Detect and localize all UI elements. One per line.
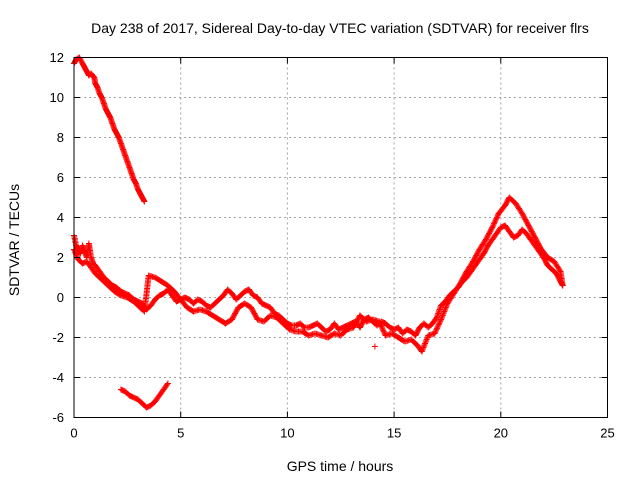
- data-point-marker: [441, 308, 448, 315]
- data-point-marker: [376, 319, 383, 326]
- data-point-marker: [164, 380, 171, 387]
- data-point-marker: [422, 339, 429, 346]
- y-tick-label: -2: [52, 330, 64, 345]
- data-point-marker: [140, 197, 147, 204]
- data-point-marker: [420, 344, 427, 351]
- series-upper-descending-arc: [71, 54, 148, 205]
- series-outlier: [371, 343, 378, 350]
- data-point-marker: [489, 224, 496, 231]
- x-tick-label: 25: [600, 426, 614, 441]
- data-point-marker: [441, 307, 448, 314]
- data-point-marker: [422, 340, 429, 347]
- data-point-marker: [439, 313, 446, 320]
- data-point-marker: [432, 329, 439, 336]
- data-point-marker: [492, 216, 499, 223]
- data-point-marker: [437, 317, 444, 324]
- data-point-marker: [433, 326, 440, 333]
- y-tick-label: 12: [50, 50, 64, 65]
- plot-frame: [73, 57, 608, 418]
- data-point-marker: [490, 221, 497, 228]
- data-point-marker: [380, 327, 387, 334]
- data-point-marker: [432, 327, 439, 334]
- data-point-marker: [424, 335, 431, 342]
- data-point-marker: [493, 215, 500, 222]
- data-point-marker: [141, 198, 148, 205]
- data-point-marker: [435, 322, 442, 329]
- y-tick-label: -6: [52, 410, 64, 425]
- data-point-marker: [440, 311, 447, 318]
- chart-title: Day 238 of 2017, Sidereal Day-to-day VTE…: [91, 20, 589, 36]
- x-tick-label: 5: [177, 426, 184, 441]
- data-point-marker: [418, 348, 425, 355]
- y-tick-label: 8: [57, 130, 64, 145]
- data-point-marker: [442, 305, 449, 312]
- data-point-marker: [423, 337, 430, 344]
- data-point-marker: [434, 324, 441, 331]
- data-point-marker: [438, 315, 445, 322]
- data-point-marker: [436, 319, 443, 326]
- x-tick-label: 0: [70, 426, 77, 441]
- data-point-marker: [494, 213, 501, 220]
- data-point-marker: [377, 321, 384, 328]
- data-point-marker: [491, 220, 498, 227]
- data-point-marker: [435, 321, 442, 328]
- data-point-marker: [423, 336, 430, 343]
- data-point-marker: [164, 381, 171, 388]
- y-tick-label: 0: [57, 290, 64, 305]
- y-tick-label: 2: [57, 250, 64, 265]
- data-point-marker: [443, 303, 450, 310]
- data-point-marker: [420, 343, 427, 350]
- data-point-marker: [443, 301, 450, 308]
- data-point-marker: [379, 326, 386, 333]
- data-point-marker: [419, 345, 426, 352]
- data-point-marker: [492, 218, 499, 225]
- y-axis-label: SDTVAR / TECUs: [6, 184, 22, 296]
- data-point-marker: [559, 282, 566, 289]
- series-lower-arc: [117, 380, 171, 411]
- y-tick-label: 6: [57, 170, 64, 185]
- series-main-track: [71, 222, 566, 339]
- data-point-marker: [489, 223, 496, 230]
- data-point-marker: [376, 318, 383, 325]
- axis-ticks: 0 5 10 15 20 25 -6 -4 -2 0 2 4 6 8 10 12: [50, 50, 615, 441]
- data-point-marker: [491, 219, 498, 226]
- x-tick-label: 15: [387, 426, 401, 441]
- x-tick-label: 10: [280, 426, 294, 441]
- y-tick-label: 4: [57, 210, 64, 225]
- data-point-marker: [377, 322, 384, 329]
- data-point-marker: [419, 347, 426, 354]
- data-point-marker: [438, 316, 445, 323]
- data-point-marker: [371, 343, 378, 350]
- data-point-marker: [440, 309, 447, 316]
- data-point-marker: [421, 341, 428, 348]
- data-point-marker: [431, 330, 438, 337]
- x-tick-label: 20: [494, 426, 508, 441]
- data-point-marker: [378, 323, 385, 330]
- data-point-marker: [380, 328, 387, 335]
- series-secondary-track: [71, 194, 566, 355]
- data-markers: [71, 54, 566, 411]
- data-point-marker: [556, 267, 563, 274]
- data-point-marker: [433, 325, 440, 332]
- y-tick-label: -4: [52, 370, 64, 385]
- data-point-marker: [442, 304, 449, 311]
- data-point-marker: [436, 320, 443, 327]
- data-point-marker: [432, 315, 439, 322]
- data-point-marker: [379, 324, 386, 331]
- y-tick-label: 10: [50, 90, 64, 105]
- data-point-marker: [493, 214, 500, 221]
- data-point-marker: [439, 312, 446, 319]
- x-axis-label: GPS time / hours: [287, 458, 394, 474]
